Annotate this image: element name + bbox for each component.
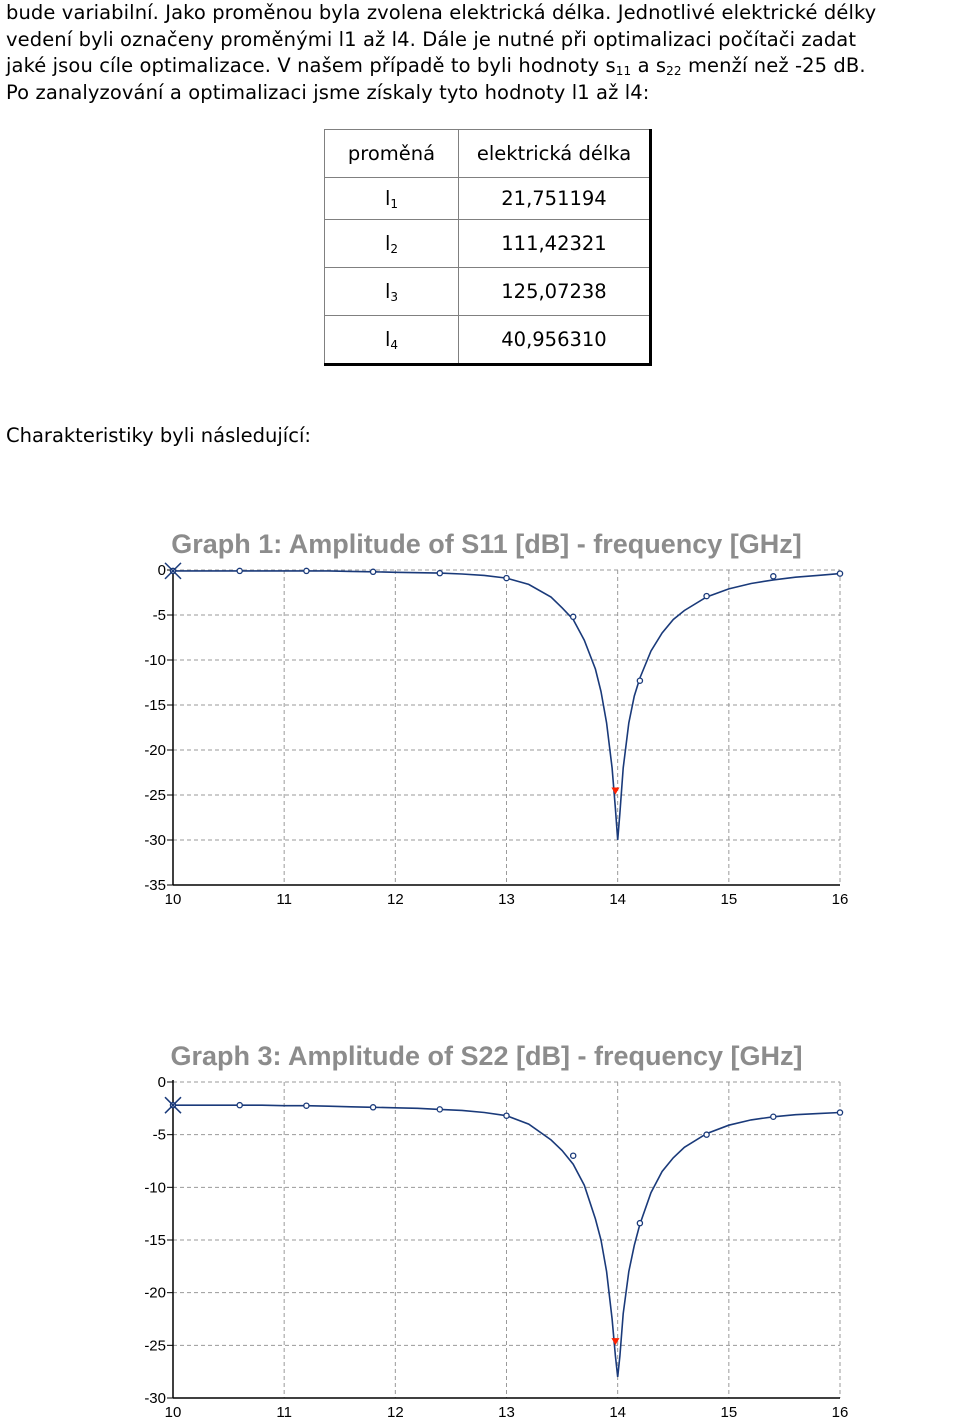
x-tick-label: 13: [498, 891, 515, 908]
s22-subscript: 22: [666, 64, 682, 78]
cell-variable: l3: [324, 267, 459, 316]
data-point: [436, 1106, 444, 1113]
table-row: l2 111,42321: [324, 219, 651, 268]
min-marker: [611, 787, 620, 795]
y-tick-label: 0: [158, 1074, 166, 1091]
y-tick-label: 0: [158, 562, 166, 579]
lengths-table: proměná elektrická délka l1 21,751194 l2…: [324, 129, 652, 366]
data-point: [636, 1219, 644, 1227]
data-point: [770, 1113, 777, 1121]
table-row: l3 125,07238: [324, 267, 651, 316]
cell-variable: l2: [324, 219, 459, 268]
s11-subscript: 11: [615, 64, 632, 78]
var-name: l: [384, 187, 391, 210]
chart-title: Graph 1: Amplitude of S11 [dB] - frequen…: [171, 529, 802, 559]
data-point: [636, 677, 644, 684]
start-cross-line: [164, 1096, 182, 1114]
table-header-row: proměná elektrická délka: [324, 129, 651, 178]
y-tick-label: -25: [144, 787, 166, 804]
x-tick-label: 11: [276, 1404, 292, 1419]
data-point: [569, 1152, 577, 1159]
var-name: l: [384, 232, 391, 255]
y-tick-label: -20: [144, 1285, 166, 1302]
header-electrical-length: elektrická délka: [458, 129, 651, 178]
x-tick-label: 16: [832, 891, 849, 908]
y-tick-label: -35: [144, 877, 166, 894]
var-index: 1: [390, 197, 399, 211]
data-point: [369, 1104, 377, 1111]
cell-variable: l1: [324, 177, 459, 220]
x-tick-label: 11: [276, 891, 292, 908]
s11-graph: Graph 1: Amplitude of S11 [dB] - frequen…: [144, 529, 849, 908]
data-point: [236, 567, 243, 575]
x-tick-label: 12: [387, 891, 404, 908]
table-row: l4 40,956310: [324, 315, 651, 365]
header-variable: proměná: [324, 129, 459, 178]
var-index: 3: [390, 290, 399, 304]
var-name: l: [384, 280, 391, 303]
data-point: [303, 567, 310, 575]
x-tick-label: 14: [609, 1404, 626, 1419]
start-cross-line: [164, 562, 182, 580]
intro-line-3: jaké jsou cíle optimalizace. V našem pří…: [6, 53, 956, 80]
cell-value: 21,751194: [458, 177, 651, 220]
data-point: [836, 570, 844, 577]
y-tick-label: -10: [144, 652, 166, 669]
x-tick-label: 15: [720, 891, 737, 908]
y-tick-label: -15: [144, 697, 166, 714]
data-point: [236, 1101, 243, 1109]
data-point: [503, 574, 510, 582]
y-tick-label: -30: [144, 832, 166, 849]
chart-title: Graph 3: Amplitude of S22 [dB] - frequen…: [170, 1041, 802, 1071]
table-row: l1 21,751194: [324, 177, 651, 220]
var-index: 2: [390, 242, 399, 256]
closing-text: Charakteristiky byli následující:: [6, 424, 311, 447]
intro-paragraph: bude variabilní. Jako proměnou byla zvol…: [6, 0, 956, 106]
y-tick-label: -5: [153, 607, 166, 624]
data-point: [569, 613, 577, 621]
y-tick-label: -10: [144, 1179, 166, 1196]
cell-value: 40,956310: [458, 315, 651, 365]
intro-line-3-start: jaké jsou cíle optimalizace. V našem pří…: [6, 54, 616, 77]
min-marker: [611, 1338, 620, 1346]
intro-line-1: bude variabilní. Jako proměnou byla zvol…: [6, 1, 877, 24]
cell-value: 125,07238: [458, 267, 651, 316]
x-tick-label: 10: [165, 891, 182, 908]
intro-line-3-end: menží než -25 dB.: [681, 54, 866, 77]
intro-line-3-and: a s: [631, 54, 667, 77]
data-point: [836, 1109, 844, 1116]
y-tick-label: -15: [144, 1232, 166, 1249]
y-tick-label: -20: [144, 742, 166, 759]
x-tick-label: 13: [498, 1404, 515, 1419]
x-tick-label: 16: [832, 1404, 849, 1419]
y-tick-label: -30: [144, 1390, 166, 1407]
var-name: l: [384, 328, 391, 351]
data-point: [369, 568, 377, 576]
x-tick-label: 10: [165, 1404, 182, 1419]
series-line: [173, 570, 841, 841]
intro-line-2: vedení byli označeny proměnými l1 až l4.…: [6, 27, 857, 51]
intro-line-4: Po zanalyzování a optimalizaci jsme získ…: [6, 80, 650, 104]
var-index: 4: [390, 338, 399, 352]
cell-variable: l4: [324, 315, 459, 365]
x-tick-label: 15: [720, 1404, 737, 1419]
x-tick-label: 12: [387, 1404, 404, 1419]
data-point: [303, 1102, 310, 1109]
data-point: [436, 569, 444, 577]
s22-graph: Graph 3: Amplitude of S22 [dB] - frequen…: [144, 1041, 849, 1419]
data-point: [703, 592, 710, 600]
y-tick-label: -25: [144, 1337, 166, 1354]
cell-value: 111,42321: [458, 219, 651, 268]
data-point: [503, 1112, 510, 1119]
x-tick-label: 14: [609, 891, 626, 908]
series-line: [173, 1104, 841, 1377]
data-point: [703, 1131, 710, 1138]
data-point: [770, 573, 777, 580]
y-tick-label: -5: [153, 1127, 166, 1144]
